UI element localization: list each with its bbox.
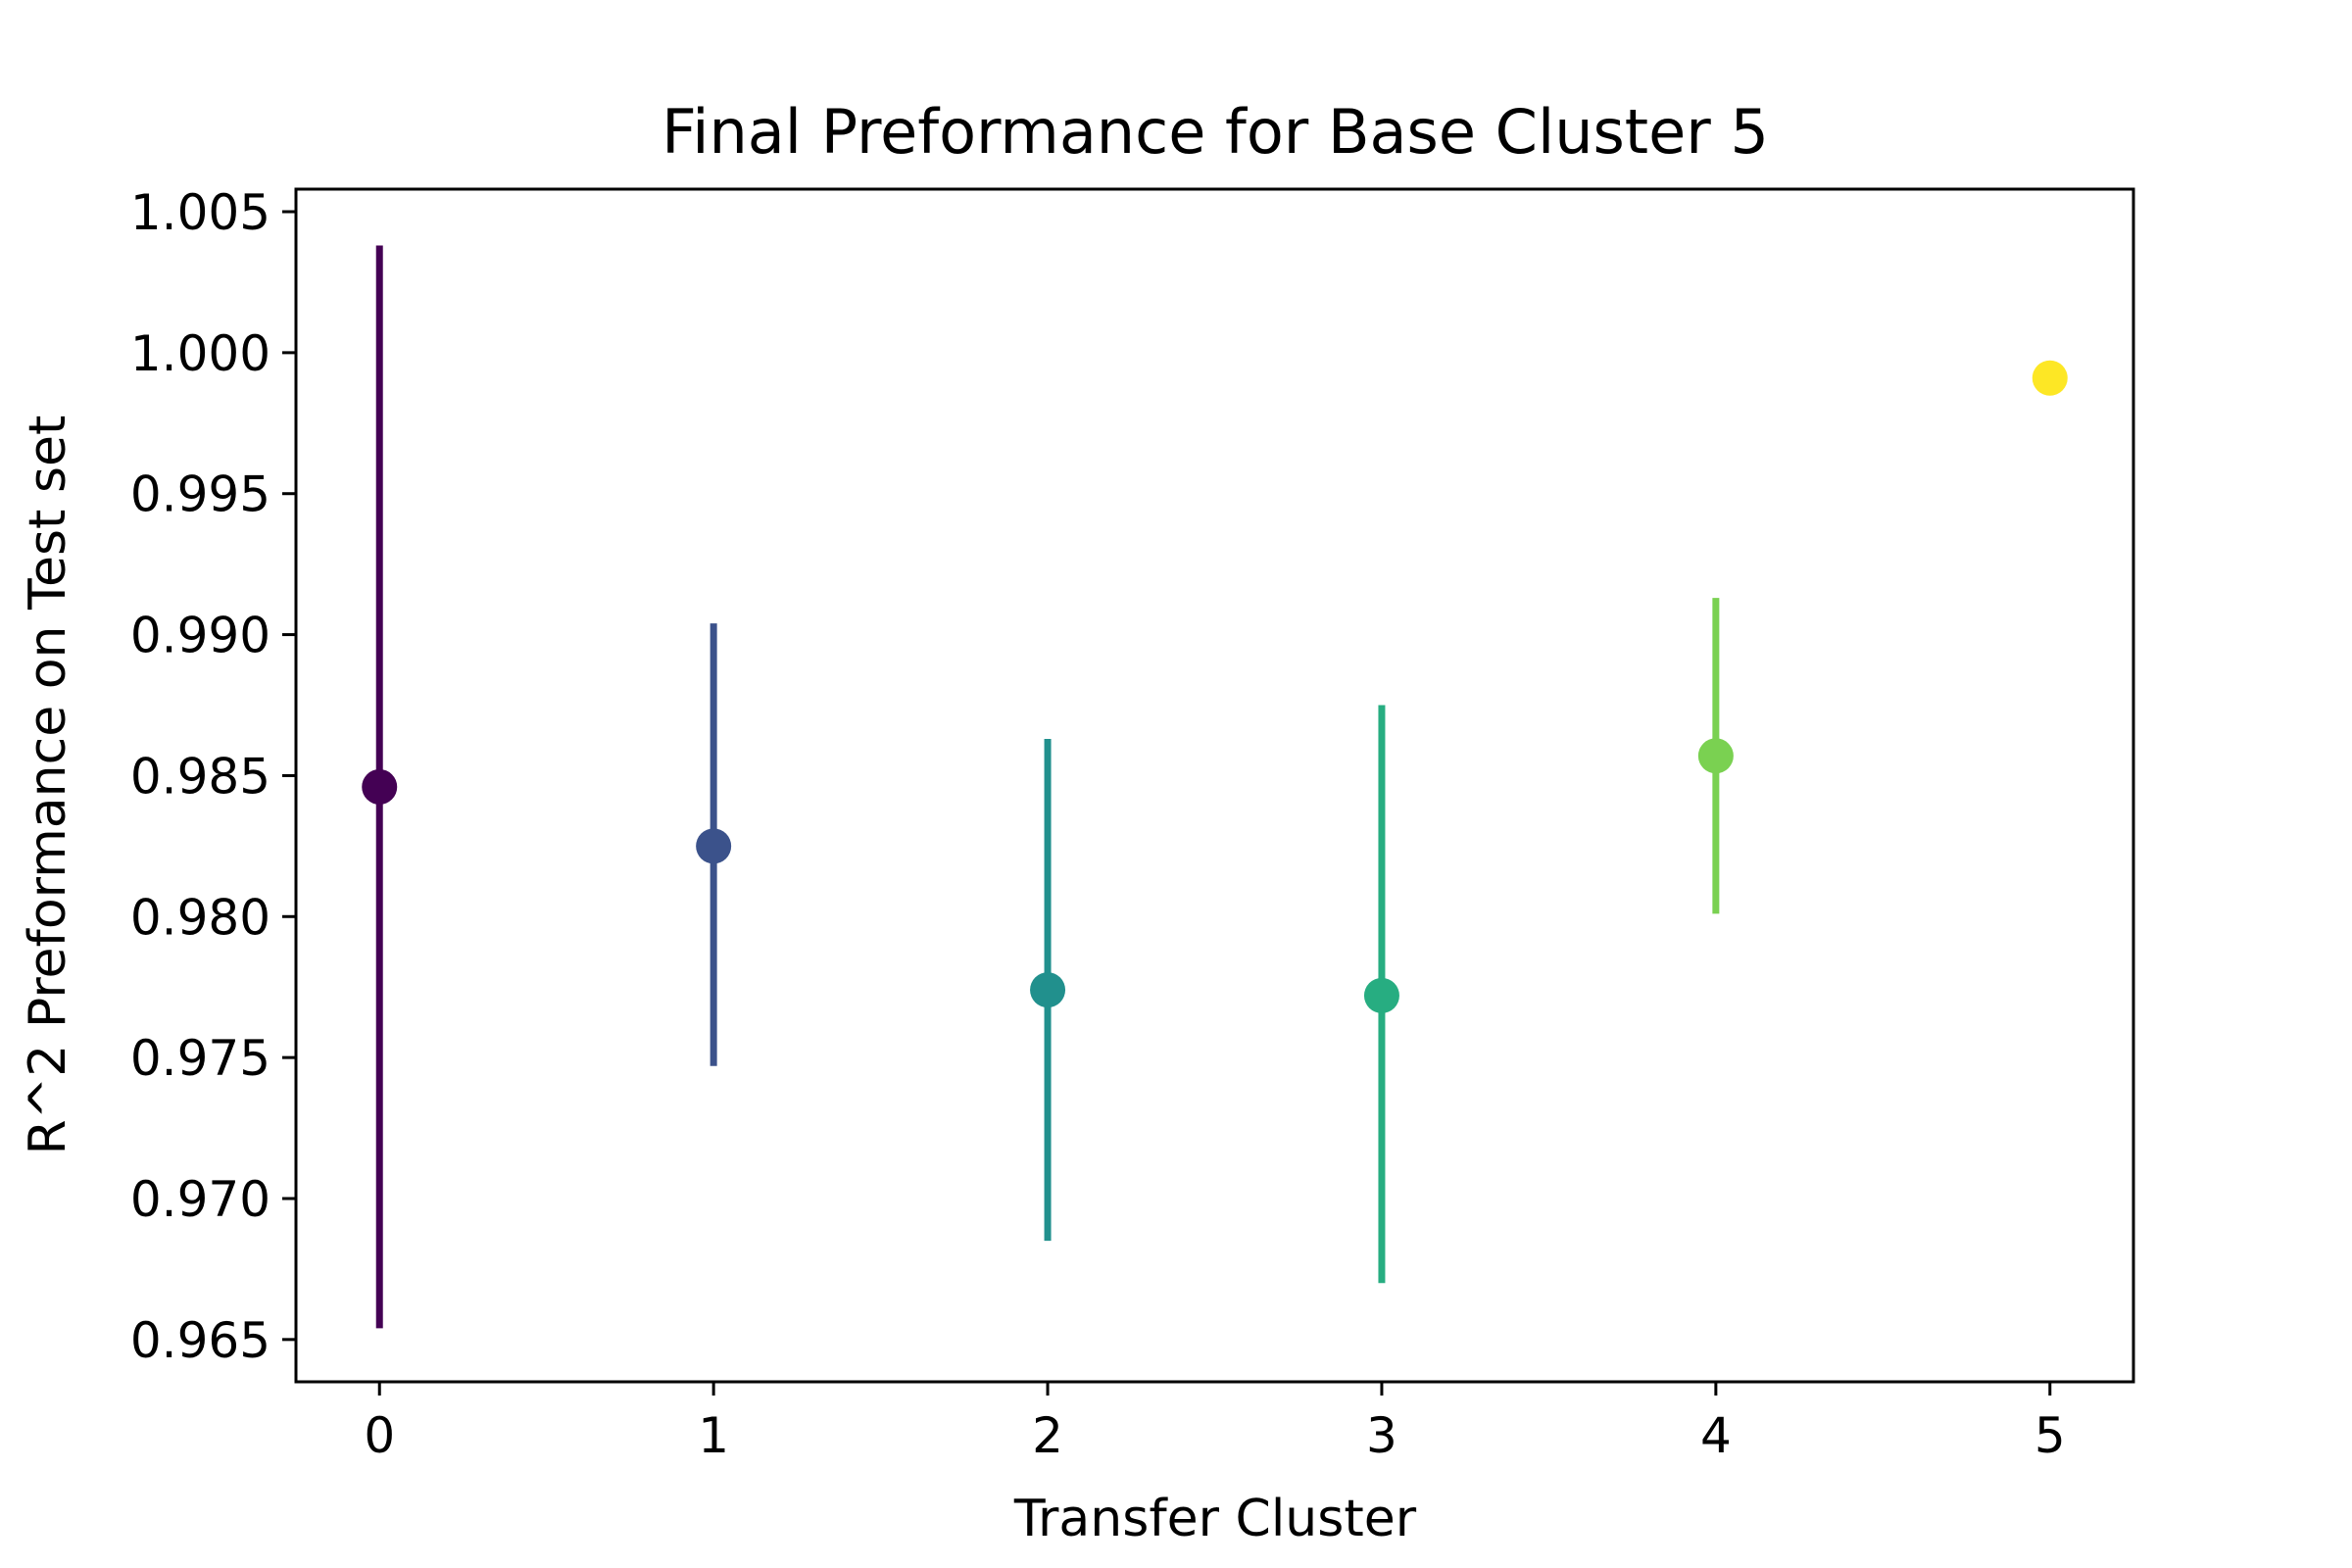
data-point-2 — [1030, 972, 1066, 1008]
data-point-1 — [696, 828, 732, 864]
x-tick-label-2: 2 — [1032, 1407, 1063, 1464]
data-point-3 — [1363, 977, 1399, 1013]
x-axis-label: Transfer Cluster — [1013, 1490, 1417, 1548]
chart-title: Final Preformance for Base Cluster 5 — [662, 96, 1769, 168]
y-axis-label: R^2 Preformance on Test set — [19, 416, 77, 1155]
y-tick-label-6: 0.995 — [130, 466, 270, 523]
data-point-5 — [2032, 360, 2068, 396]
plot-frame — [294, 187, 2135, 1384]
x-tick-label-1: 1 — [698, 1407, 729, 1464]
x-tick-label-4: 4 — [1700, 1407, 1732, 1464]
data-point-0 — [362, 768, 398, 805]
x-tick-label-5: 5 — [2034, 1407, 2066, 1464]
y-tick-label-3: 0.980 — [130, 889, 270, 946]
x-axis: 0 1 2 3 4 5 — [364, 1382, 2066, 1464]
y-tick-label-2: 0.975 — [130, 1030, 270, 1087]
y-tick-label-7: 1.000 — [130, 325, 270, 382]
plot-area — [362, 245, 2068, 1329]
data-point-4 — [1697, 738, 1734, 774]
y-axis: 0.965 0.970 0.975 0.980 0.985 0.990 0.995 1.000… — [130, 184, 296, 1369]
y-tick-label-1: 0.970 — [130, 1171, 270, 1228]
y-tick-label-8: 1.005 — [130, 184, 270, 241]
y-tick-label-4: 0.985 — [130, 748, 270, 805]
y-tick-label-0: 0.965 — [130, 1312, 270, 1369]
y-tick-label-5: 0.990 — [130, 608, 270, 664]
x-tick-label-3: 3 — [1366, 1407, 1397, 1464]
x-tick-label-0: 0 — [364, 1407, 395, 1464]
